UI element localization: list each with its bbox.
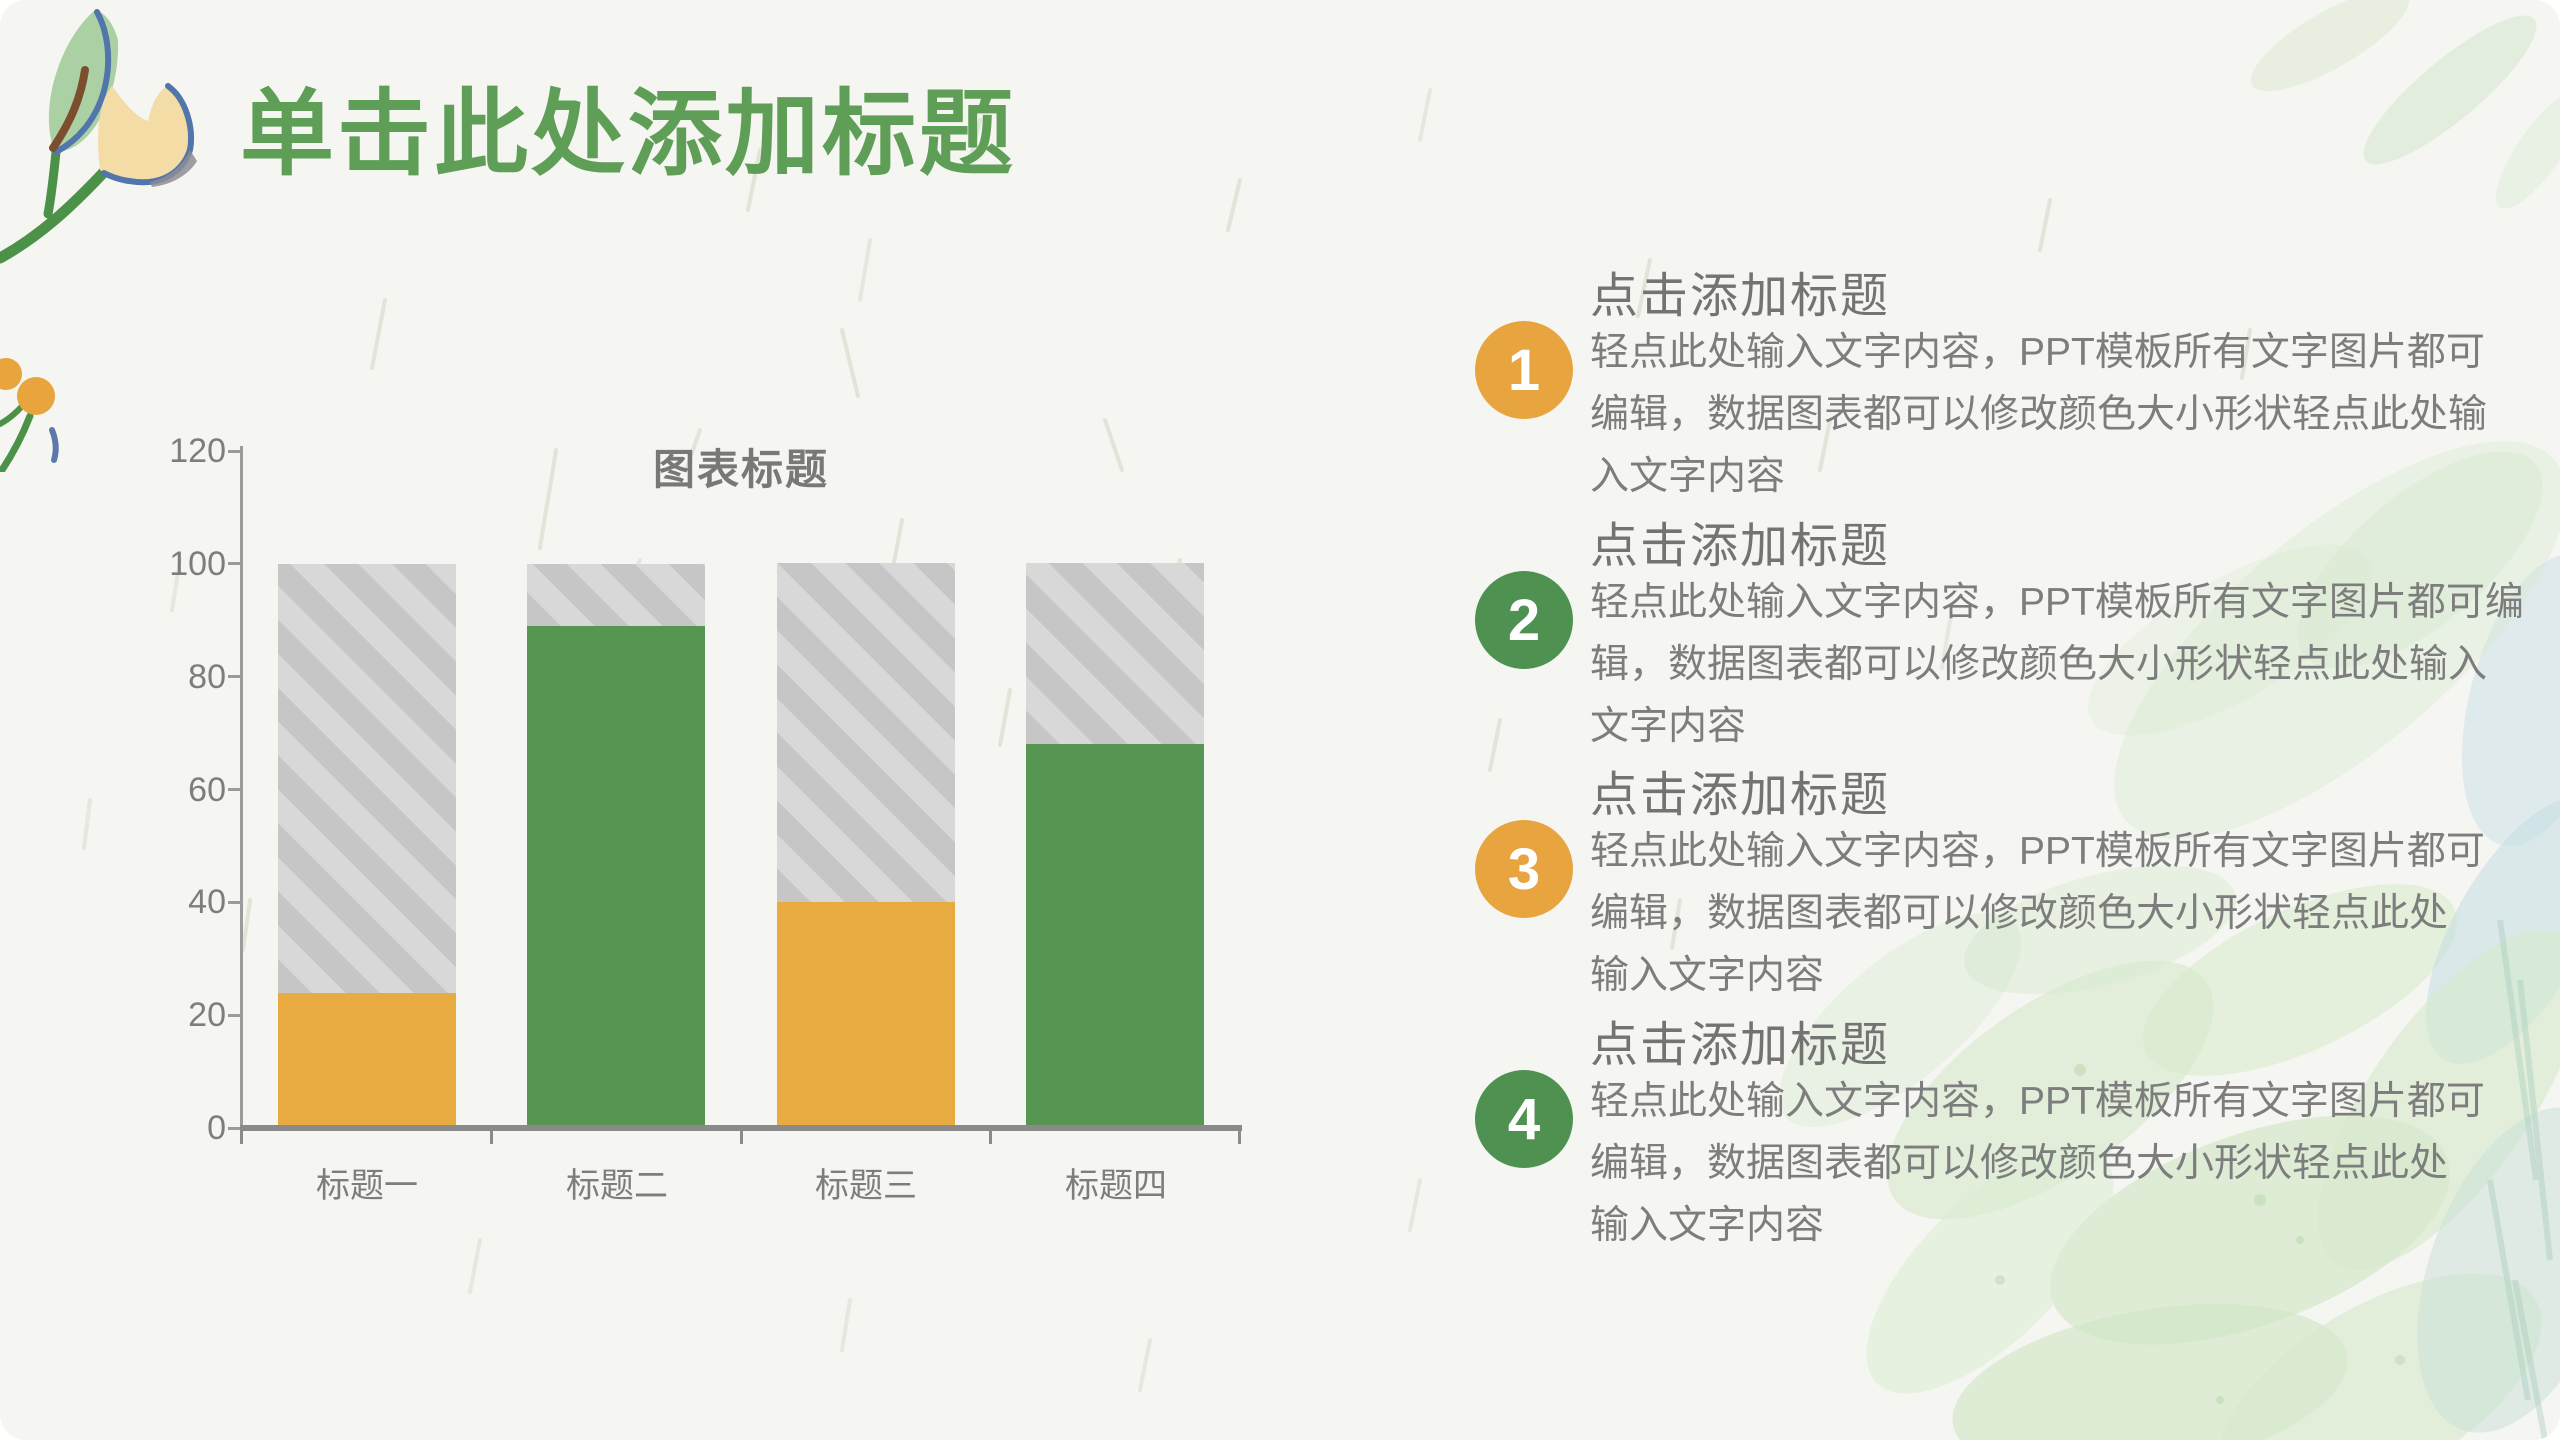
step-number: 4	[1507, 1086, 1541, 1152]
chart-bar-1	[278, 564, 456, 1128]
x-axis-tick	[989, 1131, 992, 1144]
chart-bar-2	[527, 564, 705, 1128]
x-axis-tick	[240, 1131, 243, 1144]
flower-illustration	[0, 9, 197, 264]
chart-bar-4	[1026, 563, 1204, 1128]
y-tick-label: 60	[188, 771, 226, 809]
y-axis-tick	[228, 562, 240, 565]
bar-remainder-hatch	[1026, 563, 1204, 744]
bar-value-fill	[777, 902, 955, 1128]
y-tick-label: 0	[207, 1109, 226, 1147]
y-axis-tick	[228, 1014, 240, 1017]
step-heading-4[interactable]: 点击添加标题	[1590, 1019, 1891, 1072]
category-label: 标题二	[566, 1167, 668, 1205]
bar-chart[interactable]: 图表标题 120 100 80 60 40 20 0	[140, 430, 1250, 1220]
x-axis-tick	[490, 1131, 493, 1144]
y-axis-tick	[228, 1127, 240, 1130]
leaves-top-right-illustration	[2250, 0, 2560, 209]
step-body-4[interactable]: 轻点此处输入文字内容，PPT模板所有文字图片都可 编辑，数据图表都可以修改颜色大…	[1590, 1080, 2485, 1247]
berries-illustration	[0, 358, 59, 472]
step-number: 1	[1507, 337, 1541, 403]
y-axis-tick	[228, 788, 240, 791]
bar-remainder-hatch	[777, 563, 955, 902]
y-tick-label: 20	[188, 996, 226, 1034]
step-badge-4: 4	[1475, 1070, 1573, 1168]
step-badge-3: 3	[1475, 820, 1573, 918]
y-tick-label: 40	[188, 883, 226, 921]
category-label: 标题一	[316, 1167, 418, 1205]
bar-value-fill	[1026, 744, 1204, 1128]
x-axis-line	[240, 1125, 1242, 1131]
y-axis-tick	[228, 675, 240, 678]
chart-bar-3	[777, 563, 955, 1128]
step-number: 2	[1507, 587, 1541, 653]
step-heading-2[interactable]: 点击添加标题	[1590, 520, 1891, 573]
step-badge-2: 2	[1475, 571, 1573, 669]
slide-title[interactable]: 单击此处添加标题	[240, 81, 1017, 186]
bar-remainder-hatch	[527, 564, 705, 626]
step-heading-3[interactable]: 点击添加标题	[1590, 769, 1891, 822]
y-axis-tick	[228, 901, 240, 904]
y-tick-label: 80	[188, 658, 226, 696]
step-body-2[interactable]: 轻点此处输入文字内容，PPT模板所有文字图片都可编 辑，数据图表都可以修改颜色大…	[1590, 581, 2524, 748]
bar-value-fill	[278, 993, 456, 1128]
chart-title: 图表标题	[652, 446, 829, 493]
step-number: 3	[1507, 836, 1541, 902]
y-tick-label: 100	[169, 545, 226, 583]
x-axis-tick	[740, 1131, 743, 1144]
step-body-3[interactable]: 轻点此处输入文字内容，PPT模板所有文字图片都可 编辑，数据图表都可以修改颜色大…	[1590, 830, 2485, 997]
bar-value-fill	[527, 626, 705, 1128]
category-label: 标题三	[815, 1167, 917, 1205]
y-axis-tick	[228, 450, 240, 453]
step-heading-1[interactable]: 点击添加标题	[1590, 270, 1891, 323]
y-tick-label: 120	[169, 432, 226, 470]
y-axis-line	[240, 446, 243, 1128]
x-axis-tick	[1238, 1131, 1241, 1144]
category-label: 标题四	[1065, 1167, 1167, 1205]
step-badge-1: 1	[1475, 321, 1573, 419]
bar-remainder-hatch	[278, 564, 456, 993]
step-body-1[interactable]: 轻点此处输入文字内容，PPT模板所有文字图片都可 编辑，数据图表都可以修改颜色大…	[1590, 331, 2488, 498]
leaves-watercolor-illustration	[1778, 441, 2560, 1440]
